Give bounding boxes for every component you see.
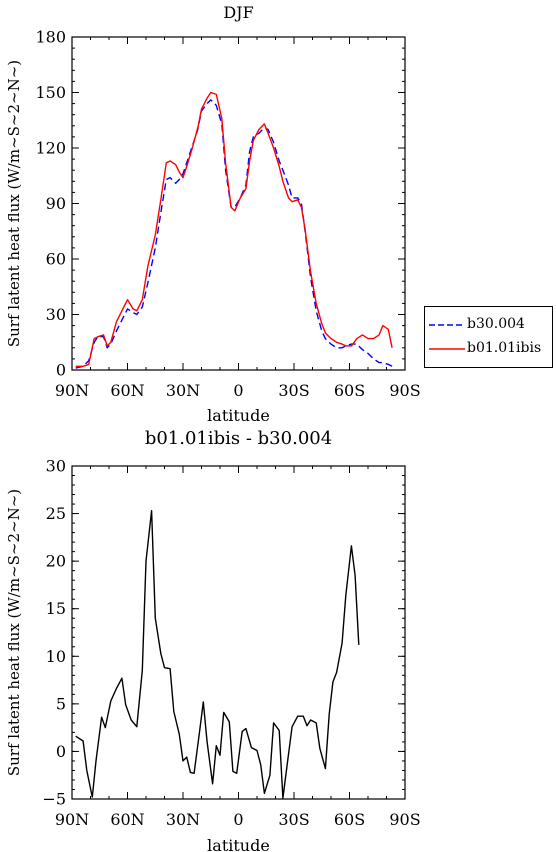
panel-2-y-tick-label: 10: [46, 647, 66, 666]
legend-item-series-1: b30.004: [425, 313, 552, 337]
panel-1-y-axis-label: Surf latent heat flux (W/m~S~2~N~): [5, 60, 23, 347]
panel-1-x-tick-label: 30S: [278, 381, 309, 400]
panel-1-x-tick-label: 60N: [110, 381, 144, 400]
legend: b30.004 b01.01ibis: [424, 306, 553, 368]
panel-1-x-axis-label: latitude: [207, 406, 270, 425]
panel-1-x-tick-label: 0: [233, 381, 243, 400]
panel-1-y-tick-label: 150: [35, 83, 66, 102]
legend-label-series-1: b30.004: [467, 316, 525, 332]
panel-2-y-tick-label: 5: [56, 694, 66, 713]
panel-1-x-tick-label: 90N: [55, 381, 89, 400]
panel-2-y-tick-label: 20: [46, 552, 66, 571]
panel-2-x-tick-label: 60N: [110, 810, 144, 829]
panel-1-x-tick-label: 60S: [334, 381, 365, 400]
panel-1-y-tick-label: 90: [46, 194, 66, 213]
legend-swatch-solid-red: [429, 348, 465, 350]
panel-1-y-tick-label: 30: [46, 305, 66, 324]
panel-2-y-tick-label: 25: [46, 504, 66, 523]
panel-1-x-tick-label: 90S: [389, 381, 420, 400]
panel-1-y-tick-label: 0: [56, 361, 66, 380]
panel-2-y-tick-label: 15: [46, 599, 66, 618]
panel-2-plot-frame: [71, 465, 406, 800]
panel-1-series-line-2: [75, 91, 393, 367]
panel-2-y-tick-label: 0: [56, 742, 66, 761]
panel-2-x-tick-label: 90N: [55, 810, 89, 829]
panel-2-title: b01.01ibis - b30.004: [145, 428, 332, 449]
panel-1-series-line-1: [75, 99, 393, 369]
legend-swatch-dashed-blue: [429, 324, 465, 326]
panel-2-x-tick-label: 30S: [278, 810, 309, 829]
panel-2-x-tick-label: 90S: [389, 810, 420, 829]
panel-1-y-tick-label: 180: [35, 28, 66, 47]
panel-2-series-line-1: [75, 510, 360, 799]
panel-1-title: DJF: [223, 3, 253, 22]
panel-1-y-tick-label: 120: [35, 139, 66, 158]
panel-2-y-axis-label: Surf latent heat flux (W/m~S~2~N~): [5, 489, 23, 776]
legend-label-series-2: b01.01ibis: [467, 340, 542, 356]
panel-2-x-tick-label: 0: [233, 810, 243, 829]
panel-1-x-tick-label: 30N: [166, 381, 200, 400]
panel-2-y-tick-label: −5: [42, 790, 66, 809]
panel-2-y-tick-label: 30: [46, 457, 66, 476]
panel-2-x-tick-label: 30N: [166, 810, 200, 829]
panel-2-x-axis-label: latitude: [207, 836, 270, 852]
legend-item-series-2: b01.01ibis: [425, 337, 552, 361]
panel-1-y-tick-label: 60: [46, 250, 66, 269]
panel-2-x-tick-label: 60S: [334, 810, 365, 829]
